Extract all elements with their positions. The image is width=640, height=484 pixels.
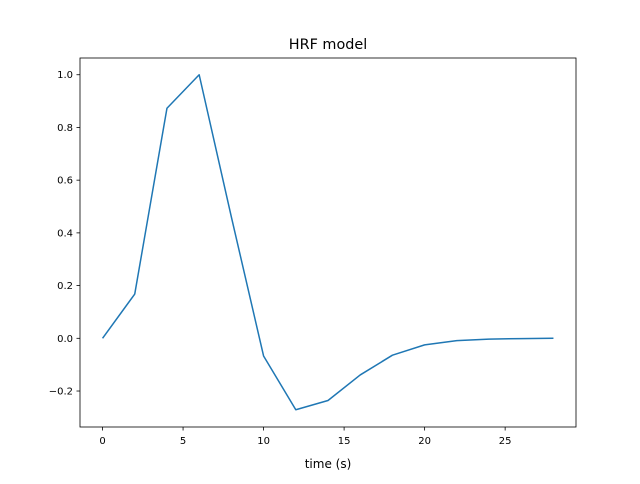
plot-area xyxy=(79,57,577,428)
y-tick-label: −0.2 xyxy=(49,387,73,398)
x-tick-label: 25 xyxy=(499,436,512,447)
x-tick-label: 10 xyxy=(257,436,270,447)
x-axis-label: time (s) xyxy=(305,457,352,471)
y-tick-label: 0.6 xyxy=(57,176,73,187)
chart-title: HRF model xyxy=(289,37,367,53)
x-tick-label: 15 xyxy=(338,436,351,447)
y-axis: −0.2 0.0 0.2 0.4 0.6 0.8 1.0 xyxy=(49,70,80,398)
x-tick-label: 5 xyxy=(180,436,186,447)
y-tick-label: 0.8 xyxy=(57,123,73,134)
x-tick-label: 0 xyxy=(99,436,105,447)
y-tick-label: 0.2 xyxy=(57,281,73,292)
y-tick-label: 0.4 xyxy=(57,228,73,239)
axes-frame xyxy=(79,57,577,428)
x-axis: 0 5 10 15 20 25 xyxy=(99,427,512,447)
y-tick-label: 0.0 xyxy=(57,334,73,345)
series-line-0 xyxy=(101,73,554,411)
x-tick-label: 20 xyxy=(418,436,431,447)
y-tick-label: 1.0 xyxy=(57,70,73,81)
